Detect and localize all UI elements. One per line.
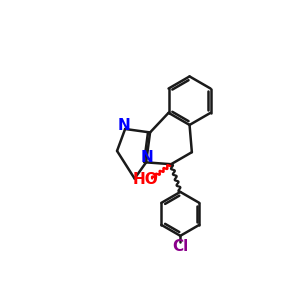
Text: N: N (118, 118, 130, 133)
Text: N: N (140, 150, 153, 165)
Text: Cl: Cl (172, 239, 188, 254)
Text: HO: HO (133, 172, 158, 187)
